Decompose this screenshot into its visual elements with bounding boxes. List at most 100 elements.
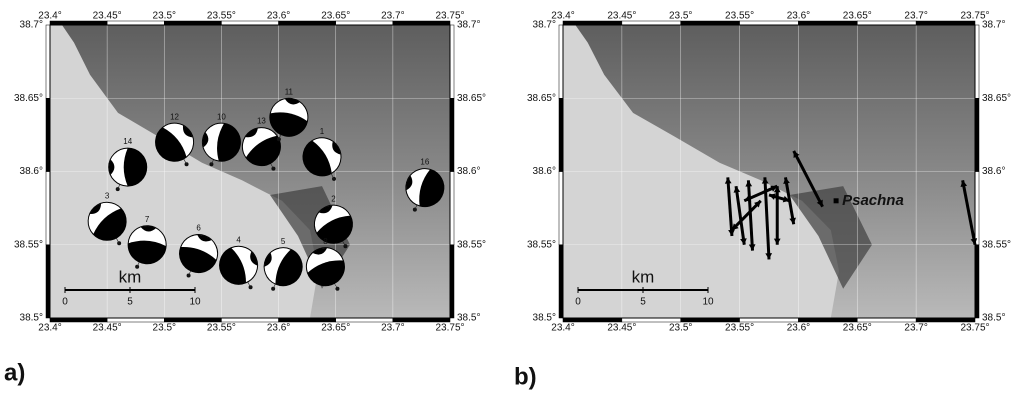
event-label: 8 xyxy=(323,237,328,246)
y-tick-label: 38.5° xyxy=(457,313,480,324)
x-tick-label: 23.75° xyxy=(435,323,464,334)
town-label: Psachna xyxy=(842,192,904,209)
x-tick-label: 23.6° xyxy=(787,11,810,22)
frame-segment xyxy=(563,318,622,322)
x-tick-label: 23.4° xyxy=(551,323,574,334)
beachball xyxy=(109,148,147,186)
frame-segment xyxy=(46,25,50,98)
event-label: 3 xyxy=(105,191,110,200)
frame-segment xyxy=(450,25,454,98)
scale-label: 5 xyxy=(127,297,133,308)
x-tick-label: 23.65° xyxy=(321,11,350,22)
y-tick-label: 38.65° xyxy=(457,93,486,104)
frame-segment xyxy=(279,318,336,322)
frame-segment xyxy=(559,98,563,171)
frame-segment xyxy=(164,318,221,322)
town-marker xyxy=(834,198,839,203)
frame-segment xyxy=(559,172,563,245)
panel-label: b) xyxy=(514,363,537,390)
event-label: 4 xyxy=(236,235,241,244)
x-tick-label: 23.65° xyxy=(321,323,350,334)
x-tick-label: 23.55° xyxy=(207,11,236,22)
x-tick-label: 23.5° xyxy=(153,11,176,22)
scale-label: 5 xyxy=(640,297,646,308)
frame-segment xyxy=(975,245,979,318)
y-tick-label: 38.7° xyxy=(982,20,1005,31)
frame-segment xyxy=(393,318,450,322)
y-tick-label: 38.65° xyxy=(527,93,556,104)
y-tick-label: 38.65° xyxy=(982,93,1011,104)
x-tick-label: 23.6° xyxy=(267,11,290,22)
x-tick-label: 23.45° xyxy=(607,11,636,22)
x-tick-label: 23.4° xyxy=(38,323,61,334)
event-label: 5 xyxy=(281,237,286,246)
y-tick-label: 38.7° xyxy=(457,20,480,31)
frame-segment xyxy=(975,98,979,171)
y-tick-label: 38.5° xyxy=(533,313,556,324)
event-label: 6 xyxy=(196,224,201,233)
scale-label: 0 xyxy=(575,297,581,308)
frame-segment xyxy=(975,172,979,245)
frame-segment xyxy=(450,98,454,171)
event-label: 7 xyxy=(145,215,150,224)
x-tick-label: 23.65° xyxy=(843,323,872,334)
event-label: 1 xyxy=(320,127,325,136)
frame-segment xyxy=(450,245,454,318)
frame-segment xyxy=(559,25,563,98)
frame-segment xyxy=(622,318,681,322)
y-tick-label: 38.55° xyxy=(457,239,486,250)
frame-segment xyxy=(46,245,50,318)
x-tick-label: 23.7° xyxy=(381,11,404,22)
frame-segment xyxy=(46,98,50,171)
x-tick-label: 23.7° xyxy=(381,323,404,334)
frame-segment xyxy=(46,172,50,245)
y-tick-label: 38.6° xyxy=(533,166,556,177)
y-tick-label: 38.7° xyxy=(20,20,43,31)
x-tick-label: 23.7° xyxy=(904,11,927,22)
x-tick-label: 23.6° xyxy=(787,323,810,334)
x-tick-label: 23.7° xyxy=(904,323,927,334)
x-tick-label: 23.55° xyxy=(725,323,754,334)
frame-segment xyxy=(559,245,563,318)
y-tick-label: 38.65° xyxy=(14,93,43,104)
y-tick-label: 38.7° xyxy=(533,20,556,31)
x-tick-label: 23.55° xyxy=(207,323,236,334)
scale-title: km xyxy=(119,267,142,286)
y-tick-label: 38.6° xyxy=(457,166,480,177)
event-label: 16 xyxy=(420,158,429,167)
frame-segment xyxy=(336,318,393,322)
x-tick-label: 23.5° xyxy=(669,323,692,334)
y-tick-label: 38.55° xyxy=(982,239,1011,250)
scale-label: 10 xyxy=(189,297,201,308)
figure: 23.4° 23.4° 23.45° 23.45° 23.5° 23.5° 23.55° 23… xyxy=(0,0,1023,395)
y-tick-label: 38.55° xyxy=(527,239,556,250)
frame-segment xyxy=(740,318,799,322)
x-tick-label: 23.45° xyxy=(93,11,122,22)
x-tick-label: 23.75° xyxy=(960,323,989,334)
scale-label: 0 xyxy=(62,297,68,308)
event-label: 11 xyxy=(285,87,294,96)
x-tick-label: 23.55° xyxy=(725,11,754,22)
scale-label: 10 xyxy=(702,297,714,308)
frame-segment xyxy=(916,318,975,322)
x-tick-label: 23.5° xyxy=(153,323,176,334)
event-label: 10 xyxy=(217,112,226,121)
x-tick-label: 23.6° xyxy=(267,323,290,334)
frame-segment xyxy=(221,318,278,322)
frame-segment xyxy=(798,318,857,322)
y-tick-label: 38.5° xyxy=(982,313,1005,324)
x-tick-label: 23.5° xyxy=(669,11,692,22)
frame-segment xyxy=(681,318,740,322)
frame-segment xyxy=(450,172,454,245)
event-label: 12 xyxy=(170,112,179,121)
frame-segment xyxy=(975,25,979,98)
x-tick-label: 23.45° xyxy=(93,323,122,334)
y-tick-label: 38.6° xyxy=(20,166,43,177)
frame-segment xyxy=(107,318,164,322)
y-tick-label: 38.6° xyxy=(982,166,1005,177)
panel-label: a) xyxy=(4,359,25,386)
y-tick-label: 38.55° xyxy=(14,239,43,250)
scale-title: km xyxy=(632,267,655,286)
frame-segment xyxy=(50,318,107,322)
event-label: 14 xyxy=(123,137,132,146)
